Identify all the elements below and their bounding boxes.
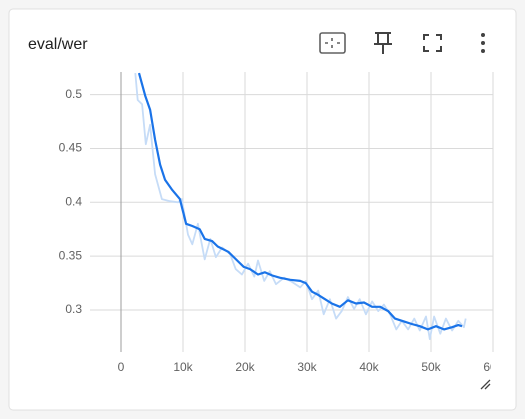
y-tick-label: 0.35 bbox=[59, 248, 83, 262]
x-tick-label: 30k bbox=[297, 360, 317, 374]
fit-domain-button[interactable] bbox=[319, 32, 346, 54]
x-tick-label: 50k bbox=[421, 360, 441, 374]
more-menu-button[interactable] bbox=[481, 33, 485, 53]
x-tick-label: 10k bbox=[173, 360, 193, 374]
x-tick-label: 60k bbox=[483, 360, 503, 374]
pin-button[interactable] bbox=[374, 32, 392, 54]
y-tick-label: 0.4 bbox=[65, 194, 82, 208]
tick-labels: 0.3 0.35 0.4 0.45 0.5 0 10k 20k 30k 40k 50k 60k bbox=[59, 87, 503, 374]
card bbox=[8, 8, 517, 411]
plot-area bbox=[134, 72, 467, 340]
y-tick-label: 0.3 bbox=[65, 302, 82, 316]
y-tick-label: 0.5 bbox=[65, 87, 82, 101]
fullscreen-button[interactable] bbox=[423, 34, 442, 52]
x-tick-label: 0 bbox=[118, 360, 125, 374]
y-tick-label: 0.45 bbox=[59, 141, 83, 155]
x-tick-label: 40k bbox=[359, 360, 379, 374]
resize-handle[interactable] bbox=[480, 379, 491, 390]
chart-title: eval/wer bbox=[28, 36, 88, 53]
series-line bbox=[137, 72, 463, 331]
x-tick-label: 20k bbox=[235, 360, 255, 374]
